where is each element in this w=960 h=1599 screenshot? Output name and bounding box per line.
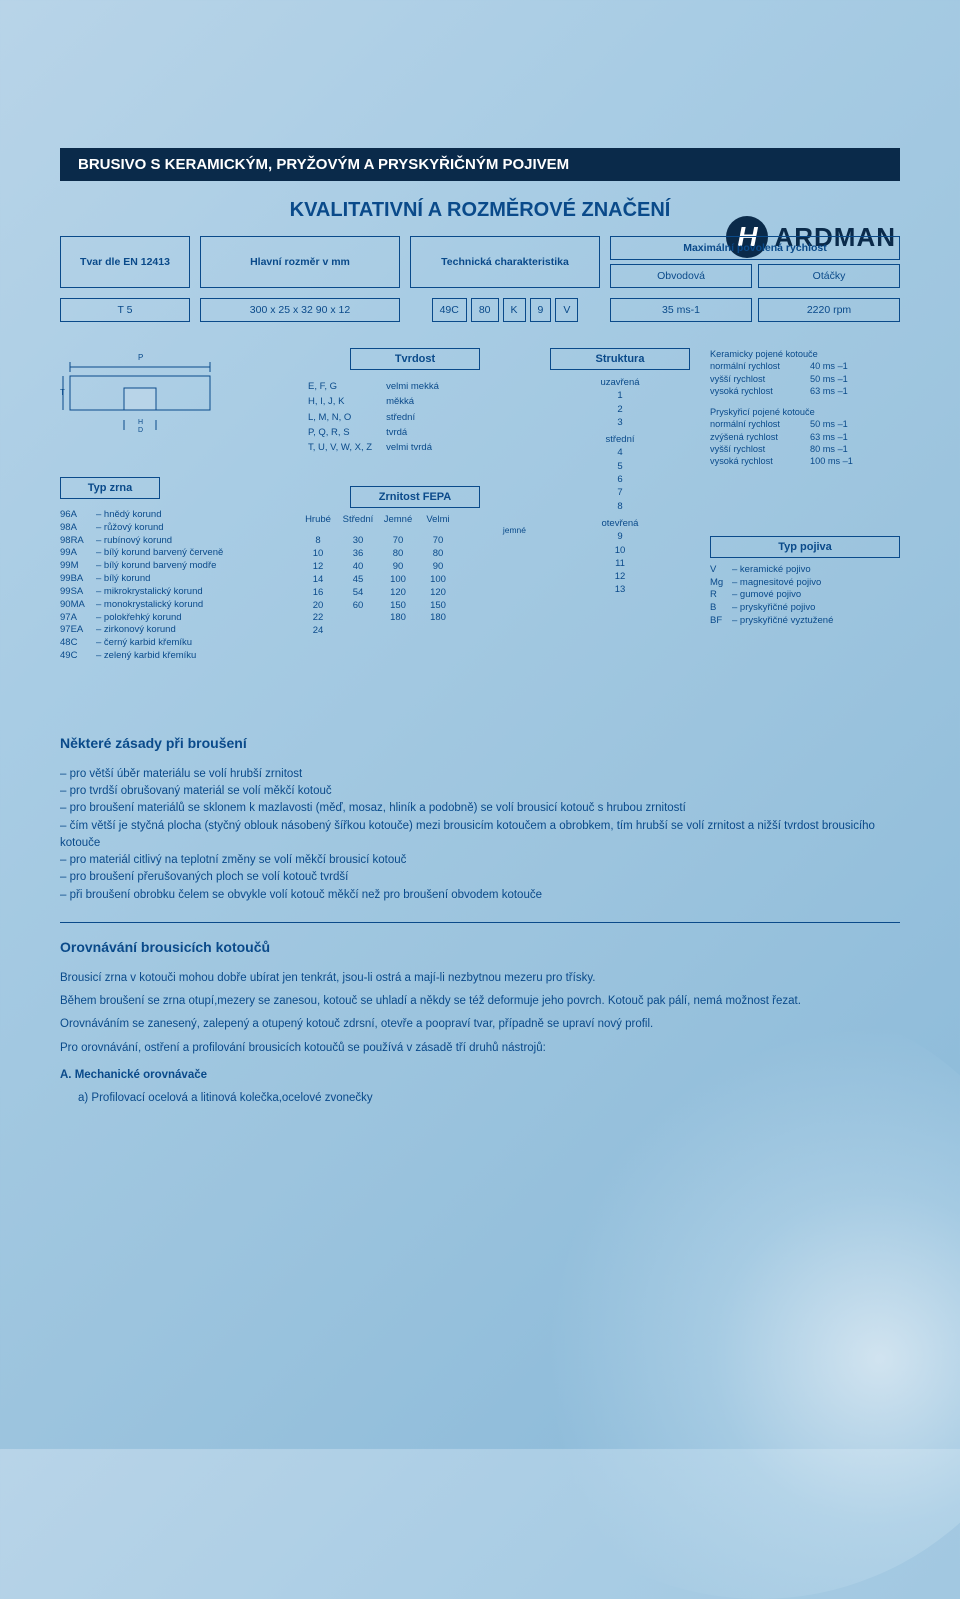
principles-list: pro větší úběr materiálu se volí hrubší …	[60, 766, 900, 904]
header-shape: Tvar dle EN 12413	[60, 236, 190, 288]
dressing-p1: Brousicí zrna v kotouči mohou dobře ubír…	[60, 970, 900, 987]
svg-text:D: D	[138, 427, 143, 434]
header-row: Tvar dle EN 12413 Hlavní rozměr v mm Tec…	[60, 236, 900, 288]
value-structure: 9	[530, 298, 552, 322]
grit-table: HrubéStředníJemnéVelmi jemné 81012141620…	[300, 514, 530, 638]
dressing-p2: Během broušení se zrna otupí,mezery se z…	[60, 993, 900, 1010]
dressing-p3: Orovnáváním se zanesený, zalepený a otup…	[60, 1016, 900, 1033]
mech-heading: A. Mechanické orovnávače	[60, 1067, 900, 1084]
principles-heading: Některé zásady při broušení	[60, 733, 900, 754]
grain-type-label: Typ zrna	[60, 477, 160, 499]
value-speed-ms: 35 ms-1	[610, 298, 752, 322]
svg-text:T: T	[60, 388, 65, 397]
header-circumf: Obvodová	[610, 264, 752, 288]
grit-label: Zrnitost FEPA	[350, 486, 480, 508]
section-title-bar: BRUSIVO S KERAMICKÝM, PRYŽOVÝM A PRYSKYŘ…	[60, 148, 900, 181]
page-title: KVALITATIVNÍ A ROZMĚROVÉ ZNAČENÍ	[60, 199, 900, 222]
prose-section: Některé zásady při broušení pro větší úb…	[60, 733, 900, 1108]
hardness-label: Tvrdost	[350, 348, 480, 370]
value-material: 49C	[432, 298, 467, 322]
header-dim: Hlavní rozměr v mm	[200, 236, 400, 288]
grain-type-list: 96A– hnědý korund98A– růžový korund98RA–…	[60, 509, 280, 663]
cross-section-diagram: P T H D	[60, 348, 230, 458]
dressing-heading: Orovnávání brousicích kotoučů	[60, 937, 900, 958]
value-row: T 5 300 x 25 x 32 90 x 12 49C 80 K 9 V 3…	[60, 298, 900, 322]
value-speed-rpm: 2220 rpm	[758, 298, 900, 322]
header-speed: Maximální povolená rychlost	[610, 236, 900, 260]
value-hardness: K	[503, 298, 526, 322]
value-grit: 80	[471, 298, 499, 322]
dressing-p4: Pro orovnávání, ostření a profilování br…	[60, 1040, 900, 1057]
structure-table: uzavřená123střední45678otevřená910111213	[550, 376, 690, 597]
value-bond: V	[555, 298, 578, 322]
value-dim: 300 x 25 x 32 90 x 12	[200, 298, 400, 322]
mech-item-a: a) Profilovací ocelová a litinová kolečk…	[78, 1090, 900, 1107]
speed-info: Keramicky pojené kotouče normální rychlo…	[710, 348, 900, 468]
header-tech: Technická charakteristika	[410, 236, 600, 288]
svg-text:P: P	[138, 353, 143, 362]
bond-type-label: Typ pojiva	[710, 536, 900, 558]
svg-text:H: H	[138, 419, 143, 426]
bond-type-list: V– keramické pojivoMg– magnesitové pojiv…	[710, 564, 900, 628]
header-rpm: Otáčky	[758, 264, 900, 288]
hardness-table: E, F, Gvelmi mekkáH, I, J, KměkkáL, M, N…	[300, 378, 447, 456]
structure-label: Struktura	[550, 348, 690, 370]
value-shape: T 5	[60, 298, 190, 322]
